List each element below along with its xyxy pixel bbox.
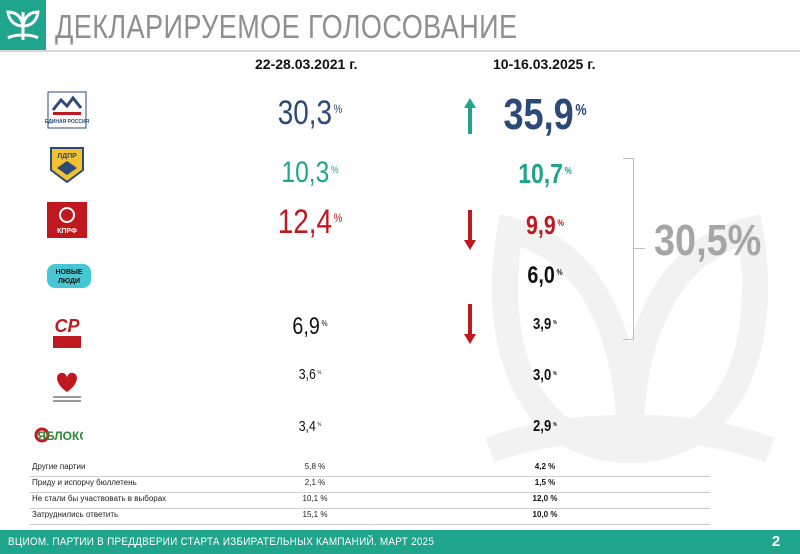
leaf-logo-icon <box>6 10 40 40</box>
row-label: Не стали бы участвовать в выборах <box>32 494 167 503</box>
row-value-2021: 15,1 % <box>302 510 328 519</box>
title-divider <box>0 50 800 52</box>
table-row: Не стали бы участвовать в выборах 10,1 %… <box>30 492 710 509</box>
united-russia-2025-value: 35,9% <box>503 90 587 139</box>
svg-text:НОВЫЕ: НОВЫЕ <box>55 269 82 276</box>
footer-source: ВЦИОМ. ПАРТИИ В ПРЕДДВЕРИИ СТАРТА ИЗБИРА… <box>8 536 435 548</box>
united-russia-2021-value: 30,3% <box>277 94 343 132</box>
kprf-logo-icon: КПРФ <box>45 202 89 238</box>
sr-logo-icon: СР <box>45 312 89 352</box>
ldpr-logo-icon: ЛДПР <box>45 144 89 186</box>
yabloko-2025-value: 2,9% <box>533 418 557 435</box>
united-russia-logo-icon: ЕДИНАЯ РОССИЯ <box>45 90 90 130</box>
row-value-2021: 2,1 % <box>304 478 326 487</box>
ldpr-2025-value: 10,7% <box>518 158 572 189</box>
trend-up-arrow-icon <box>464 98 476 134</box>
row-value-2025: 12,0 % <box>532 494 558 503</box>
row-value-2025: 4,2 % <box>534 462 556 471</box>
svg-text:ЕДИНАЯ РОССИЯ: ЕДИНАЯ РОССИЯ <box>45 119 89 125</box>
new-people-2025-value: 6,0% <box>527 262 563 289</box>
svg-text:СР: СР <box>54 316 80 336</box>
row-value-2021: 10,1 % <box>302 494 328 503</box>
kprf-2025-value: 9,9% <box>526 210 564 240</box>
row-value-2025: 10,0 % <box>532 510 558 519</box>
column-date-2025: 10-16.03.2025 г. <box>493 56 596 72</box>
leaf-watermark-icon <box>485 213 775 464</box>
svg-text:ЛДПР: ЛДПР <box>57 153 77 160</box>
ldpr-2021-value: 10,3% <box>281 156 339 189</box>
table-row: Другие партии 5,8 % 4,2 % <box>30 460 710 477</box>
svg-text:КПРФ: КПРФ <box>57 228 77 235</box>
row-value-2021: 5,8 % <box>304 462 326 471</box>
page-title: ДЕКЛАРИРУЕМОЕ ГОЛОСОВАНИЕ <box>55 8 518 45</box>
row-label: Приду и испорчу бюллетень <box>32 478 137 487</box>
kprf-2021-value: 12,4% <box>277 203 343 241</box>
column-date-2021: 22-28.03.2021 г. <box>255 56 358 72</box>
brand-logo <box>0 0 46 50</box>
yabloko-2021-value: 3,4% <box>298 418 322 435</box>
table-row: Затруднились ответить 15,1 % 10,0 % <box>30 508 710 525</box>
new-people-logo-icon: НОВЫЕ ЛЮДИ <box>45 262 91 290</box>
row-label: Затруднились ответить <box>32 510 119 519</box>
trend-down-arrow-icon <box>464 210 476 250</box>
table-row: Приду и испорчу бюллетень 2,1 % 1,5 % <box>30 476 710 493</box>
yabloko-logo-icon: ЯБЛОКО <box>33 423 89 447</box>
bracket-tick <box>633 248 645 249</box>
pensioners-2025-value: 3,0% <box>533 367 557 384</box>
pensioners-party-logo-icon <box>45 366 89 406</box>
trend-down-arrow-icon <box>464 304 476 344</box>
sr-2021-value: 6,9% <box>292 313 328 340</box>
pensioners-2021-value: 3,6% <box>298 366 322 383</box>
footer-bar <box>0 530 800 554</box>
row-label: Другие партии <box>32 462 86 471</box>
svg-text:ЛЮДИ: ЛЮДИ <box>58 278 80 285</box>
opposition-bracket <box>623 158 634 340</box>
svg-text:ЯБЛОКО: ЯБЛОКО <box>37 429 83 443</box>
bracket-total: 30,5% <box>654 216 762 265</box>
page-number: 2 <box>771 533 781 550</box>
sr-2025-value: 3,9% <box>533 316 557 333</box>
row-value-2025: 1,5 % <box>534 478 556 487</box>
